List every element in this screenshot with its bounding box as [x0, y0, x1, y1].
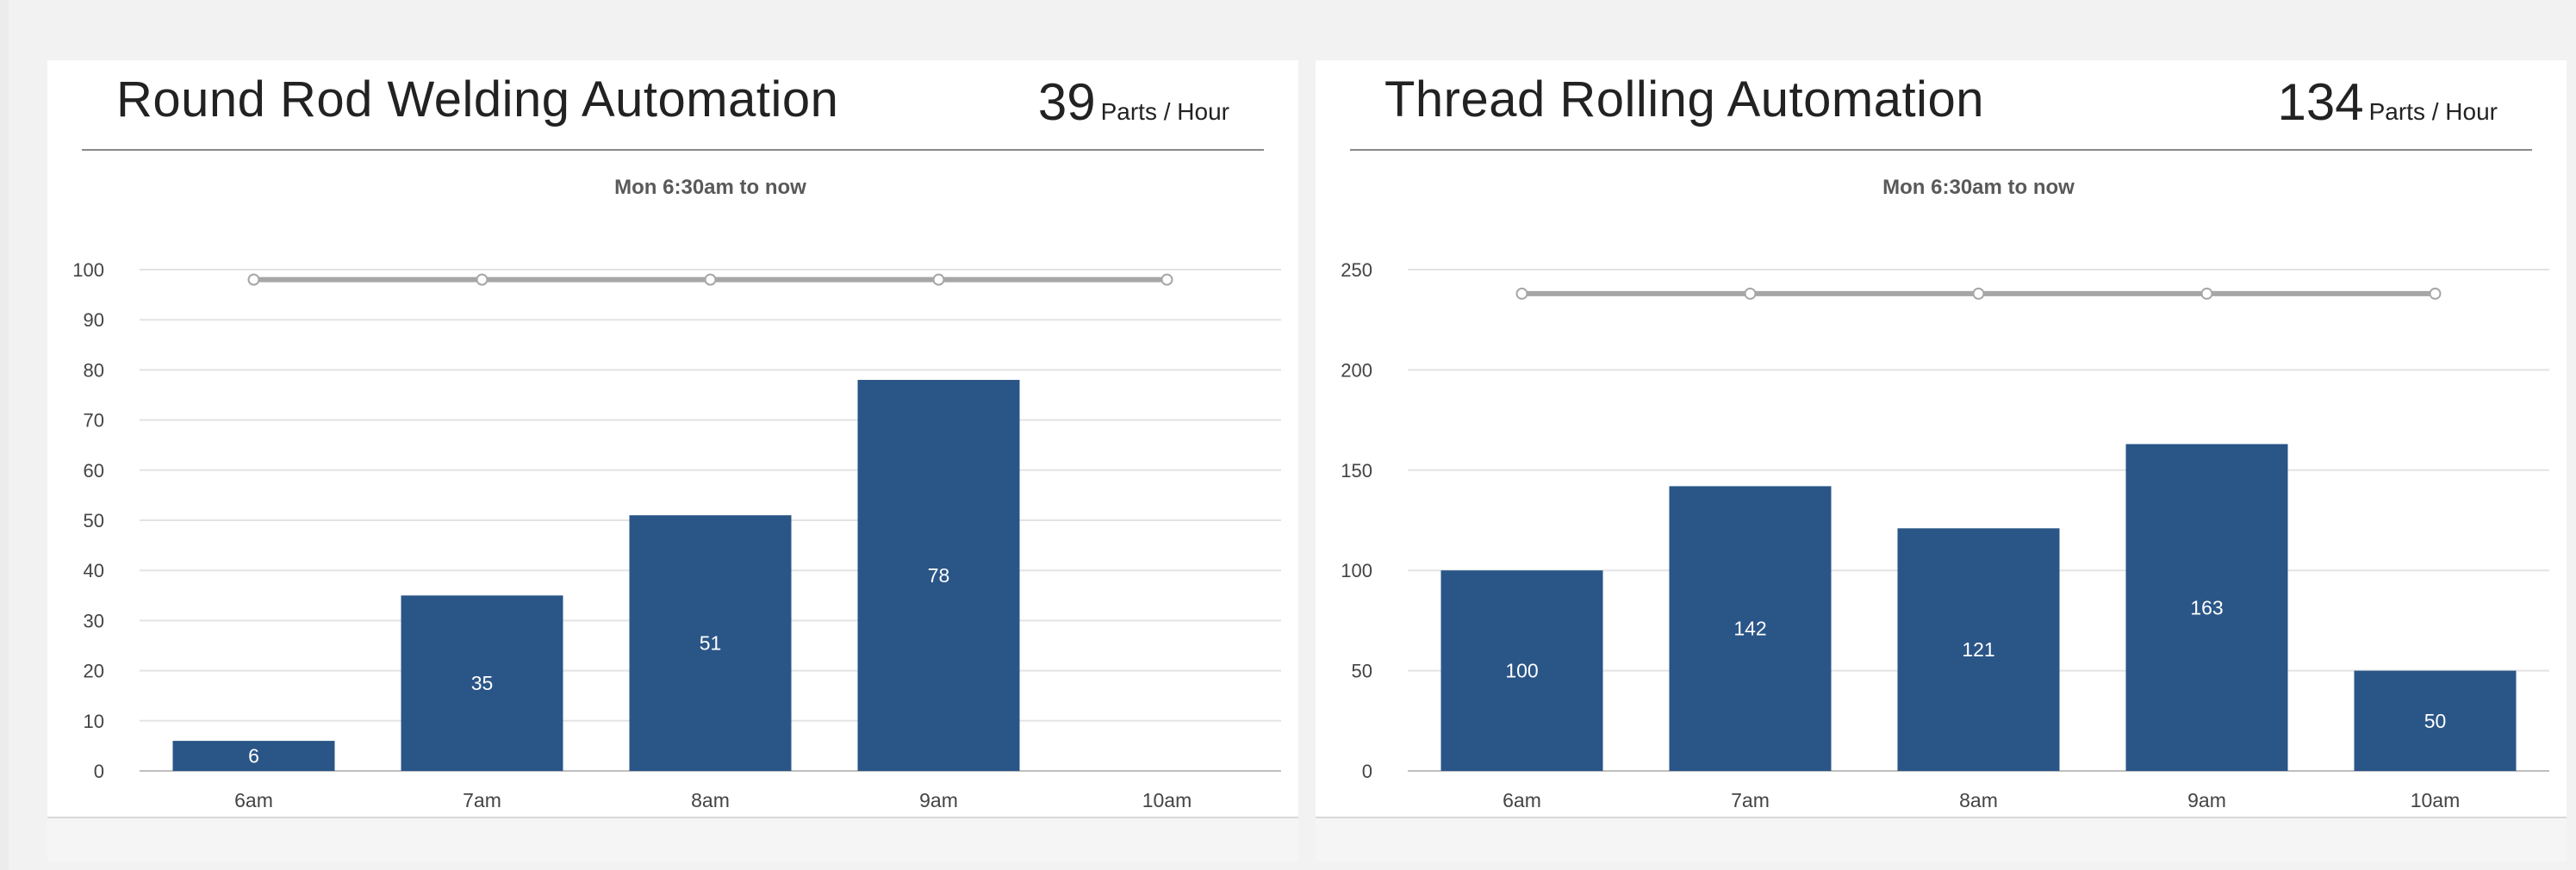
y-tick-label: 100: [72, 259, 104, 281]
bar: [629, 515, 792, 771]
target-point: [1160, 273, 1173, 286]
rate-value: 134: [2277, 73, 2364, 131]
panel-title: Thread Rolling Automation: [1384, 71, 1985, 127]
bar-value-label: 121: [1962, 638, 1994, 661]
x-tick-label: 8am: [691, 789, 730, 811]
page-edge: [0, 0, 9, 870]
x-tick-label: 6am: [1503, 789, 1541, 811]
bar: [1440, 570, 1603, 771]
x-tick-label: 9am: [919, 789, 958, 811]
bar-value-label: 51: [700, 632, 722, 655]
bar-value-label: 78: [928, 564, 950, 587]
welding-bar-chart: Mon 6:30am to now 0 10 20 30 40 50 60 70 80 90 100 6…: [72, 176, 1281, 811]
bar: [857, 380, 1020, 771]
target-point: [1744, 287, 1757, 300]
title-divider: [1350, 149, 2532, 151]
bar-value-label: 50: [2424, 710, 2447, 732]
y-tick-label: 150: [1341, 460, 1372, 482]
y-tick-label: 250: [1341, 259, 1372, 281]
target-point: [2200, 287, 2213, 300]
bar: [2354, 670, 2517, 771]
title-divider: [82, 149, 1264, 151]
bar-value-label: 100: [1505, 660, 1538, 682]
chart-title: Mon 6:30am to now: [1882, 176, 2075, 199]
target-point: [476, 273, 488, 286]
target-point: [704, 273, 717, 286]
x-tick-label: 9am: [2187, 789, 2226, 811]
panel-title: Round Rod Welding Automation: [116, 71, 839, 127]
bar: [401, 595, 563, 771]
x-tick-label: 8am: [1959, 789, 1998, 811]
target-point: [1972, 287, 1985, 300]
rate-unit: Parts / Hour: [1100, 98, 1229, 125]
welding-panel: Round Rod Welding Automation 39 Parts / H…: [47, 60, 1298, 861]
thread-rolling-panel: Thread Rolling Automation 134 Parts / Hou…: [1316, 60, 2567, 861]
y-tick-label: 30: [84, 610, 104, 631]
target-point: [247, 273, 260, 286]
y-tick-label: 0: [94, 761, 104, 782]
bar-value-label: 142: [1733, 618, 1766, 640]
target-point: [1515, 287, 1528, 300]
x-tick-label: 7am: [1731, 789, 1770, 811]
target-point: [2429, 287, 2442, 300]
y-tick-label: 100: [1341, 560, 1372, 581]
x-tick-label: 6am: [234, 789, 273, 811]
y-tick-label: 70: [84, 410, 104, 432]
bar-value-label: 6: [248, 745, 259, 767]
x-tick-label: 10am: [2411, 789, 2461, 811]
panel-footer: [1316, 817, 2567, 861]
x-tick-label: 7am: [463, 789, 501, 811]
y-tick-label: 90: [84, 309, 104, 331]
bar: [1669, 486, 1832, 771]
bar-value-label: 163: [2190, 596, 2223, 618]
y-tick-label: 40: [84, 560, 104, 581]
target-point: [932, 273, 945, 286]
chart-title: Mon 6:30am to now: [614, 176, 806, 199]
y-tick-label: 60: [84, 460, 104, 482]
y-tick-label: 50: [84, 510, 104, 531]
y-tick-label: 80: [84, 359, 104, 381]
parts-per-hour: 134 Parts / Hour: [2278, 72, 2498, 132]
bar: [172, 741, 335, 771]
panel-footer: [47, 817, 1298, 861]
y-tick-label: 200: [1341, 359, 1372, 381]
bar-value-label: 35: [471, 672, 494, 694]
bar: [2125, 444, 2288, 771]
y-tick-label: 10: [84, 711, 104, 732]
y-tick-label: 20: [84, 661, 104, 682]
y-tick-label: 50: [1352, 661, 1372, 682]
thread-rolling-bar-chart: Mon 6:30am to now 0 50 100 150 200 250 100 142 12…: [1341, 176, 2549, 811]
bar: [1897, 528, 2060, 771]
parts-per-hour: 39 Parts / Hour: [1038, 72, 1229, 132]
x-tick-label: 10am: [1142, 789, 1192, 811]
y-tick-label: 0: [1362, 761, 1372, 782]
rate-value: 39: [1037, 73, 1096, 131]
rate-unit: Parts / Hour: [2368, 98, 2498, 125]
